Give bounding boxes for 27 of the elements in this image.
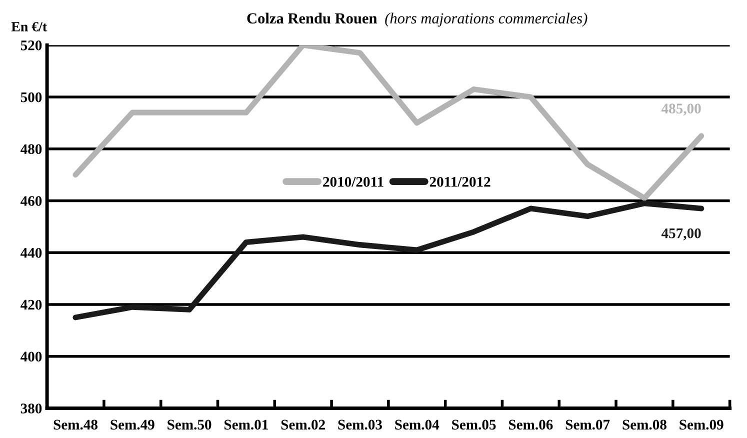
y-tick-label: 500: [20, 92, 42, 102]
x-tick-label: Sem.04: [395, 420, 440, 430]
chart-title: Colza Rendu Rouen: [247, 12, 378, 24]
y-tick-label: 440: [20, 248, 42, 258]
x-tick-label: Sem.08: [622, 420, 666, 430]
annotation: 457,00: [661, 228, 701, 240]
x-tick-label: Sem.03: [338, 420, 382, 430]
y-tick-label: 460: [20, 196, 42, 206]
y-tick-label: 400: [20, 352, 42, 362]
legend-label: 2010/2011: [323, 176, 384, 187]
x-tick-label: Sem.09: [680, 420, 724, 430]
x-tick-label: Sem.02: [281, 420, 325, 430]
annotation: 485,00: [661, 104, 701, 116]
x-tick-label: Sem.06: [508, 420, 553, 430]
y-tick-label: 520: [20, 40, 42, 50]
x-tick-label: Sem.48: [54, 420, 98, 430]
x-tick-label: Sem.05: [452, 420, 496, 430]
y-tick-label: 380: [20, 404, 42, 414]
legend-label: 2011/2012: [430, 176, 490, 187]
y-axis-title: En €/t: [11, 22, 47, 32]
x-tick-label: Sem.50: [168, 420, 212, 430]
x-tick-label: Sem.01: [224, 420, 268, 430]
y-tick-label: 480: [20, 144, 42, 154]
x-tick-label: Sem.07: [566, 420, 610, 430]
chart-subtitle: (hors majorations commerciales): [385, 12, 588, 27]
x-tick-label: Sem.49: [110, 420, 154, 430]
y-tick-label: 420: [20, 300, 42, 310]
